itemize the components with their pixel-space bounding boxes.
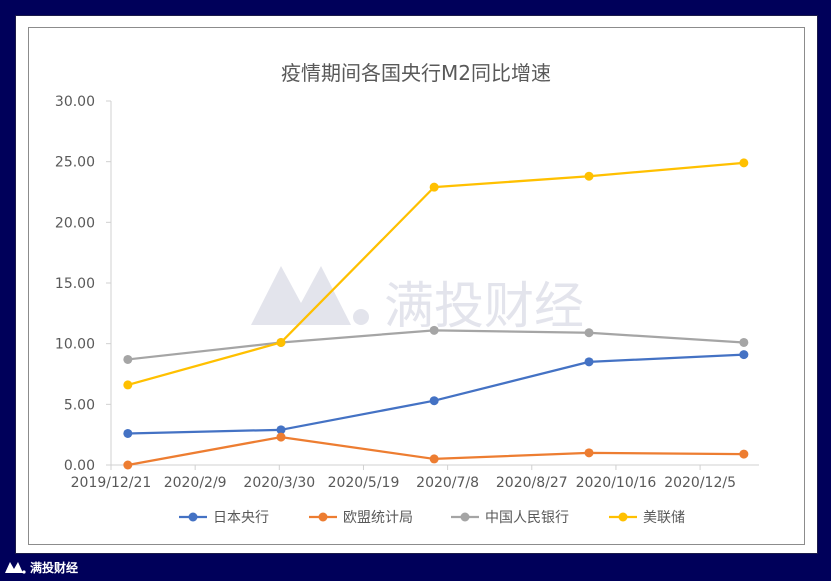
y-tick-label: 0.00: [64, 458, 95, 474]
legend-marker: [318, 512, 328, 522]
chart-area: 满投财经 疫情期间各国央行M2同比增速 0.00 5.00 10.00 15.00 20…: [28, 27, 805, 545]
y-tick-label: 10.00: [55, 337, 95, 353]
legend-label: 美联储: [643, 510, 685, 526]
x-tick-label: 2019/12/21: [71, 475, 152, 491]
data-point: [429, 396, 439, 406]
y-tick-label: 15.00: [55, 276, 95, 292]
footer-brand-text: 满投财经: [30, 560, 79, 575]
data-point: [584, 357, 594, 367]
footer-logo: 满投财经: [4, 556, 100, 578]
legend-label: 日本央行: [213, 510, 269, 526]
y-tick-label: 30.00: [55, 94, 95, 110]
series-layer: [123, 158, 749, 470]
y-tick-label: 25.00: [55, 155, 95, 171]
data-point: [584, 171, 594, 181]
data-point: [276, 425, 286, 435]
legend: 日本央行 欧盟统计局 中国人民银行 美联储: [179, 510, 685, 526]
x-tick-label: 2020/3/30: [243, 475, 315, 491]
series-3: [123, 158, 749, 390]
x-tick-label: 2020/10/16: [576, 475, 657, 491]
y-tick-label: 20.00: [55, 215, 95, 231]
series-0: [123, 350, 749, 438]
series-line: [127, 161, 744, 387]
legend-marker: [188, 512, 198, 522]
legend-item: 中国人民银行: [451, 510, 569, 526]
data-point: [429, 325, 439, 335]
legend-marker: [460, 512, 470, 522]
data-point: [123, 354, 133, 364]
watermark: 满投财经: [251, 266, 584, 335]
data-point: [739, 158, 749, 168]
x-tick-label: 2020/2/9: [164, 475, 227, 491]
data-point: [276, 337, 286, 347]
chart-frame: 满投财经 疫情期间各国央行M2同比增速 0.00 5.00 10.00 15.00 20…: [15, 15, 818, 554]
data-point: [584, 448, 594, 458]
chart-title: 疫情期间各国央行M2同比增速: [281, 61, 551, 85]
legend-item: 欧盟统计局: [309, 510, 413, 526]
legend-label: 中国人民银行: [485, 510, 569, 526]
series-1: [123, 432, 749, 470]
line-chart: 满投财经 疫情期间各国央行M2同比增速 0.00 5.00 10.00 15.00 20…: [55, 61, 759, 526]
y-tick-label: 5.00: [64, 397, 95, 413]
data-point: [429, 454, 439, 464]
legend-item: 日本央行: [179, 510, 269, 526]
data-point: [123, 380, 133, 390]
legend-item: 美联储: [609, 510, 685, 526]
x-tick-label: 2020/12/5: [664, 475, 736, 491]
data-point: [739, 337, 749, 347]
brand-logo-icon: [5, 562, 26, 574]
data-point: [429, 182, 439, 192]
data-point: [584, 328, 594, 338]
data-point: [739, 350, 749, 360]
series-line: [127, 353, 744, 435]
x-tick-label: 2020/8/27: [496, 475, 568, 491]
data-point: [123, 428, 133, 438]
watermark-dot: [353, 309, 369, 325]
watermark-text: 满投财经: [384, 277, 584, 335]
data-point: [276, 432, 286, 442]
x-tick-label: 2020/7/8: [416, 475, 479, 491]
watermark-logo-icon: [251, 266, 351, 325]
axes: 0.00 5.00 10.00 15.00 20.00 25.00 30.00 2019/12…: [55, 94, 759, 491]
data-point: [739, 449, 749, 459]
legend-label: 欧盟统计局: [343, 510, 413, 526]
data-point: [123, 460, 133, 470]
x-tick-label: 2020/5/19: [328, 475, 400, 491]
legend-marker: [618, 512, 628, 522]
